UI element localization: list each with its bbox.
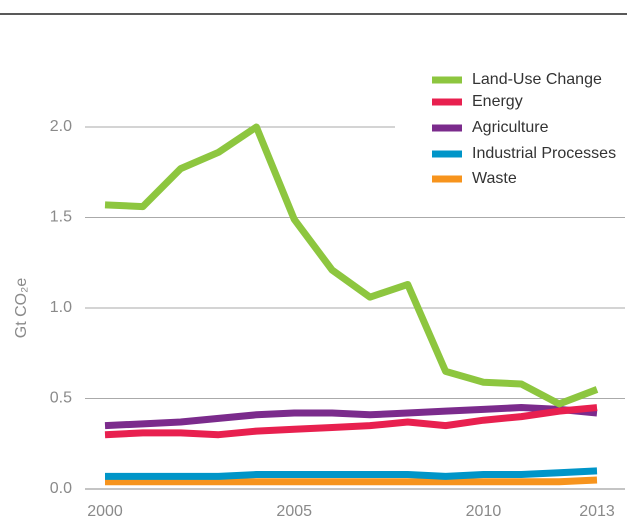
data-line: [105, 467, 598, 480]
y-tick-label: 0.5: [50, 390, 72, 407]
data-line: [104, 404, 598, 430]
x-tick-label: 2000: [87, 503, 123, 520]
y-axis-label: Gt CO₂e: [13, 278, 30, 339]
legend-label: Land-Use Change: [472, 71, 602, 88]
y-tick-label: 0.0: [50, 480, 72, 497]
data-line: [105, 476, 598, 486]
legend-label: Agriculture: [472, 119, 549, 136]
x-tick-label: 2005: [276, 503, 312, 520]
legend-label: Waste: [472, 170, 517, 187]
legend-label: Energy: [472, 93, 523, 110]
y-tick-label: 1.0: [50, 299, 72, 316]
x-tick-label: 2010: [466, 503, 502, 520]
legend-label: Industrial Processes: [472, 145, 616, 162]
data-line: [104, 404, 598, 439]
y-tick-label: 2.0: [50, 118, 72, 135]
data-line: [104, 123, 599, 408]
x-tick-label: 2013: [579, 503, 615, 520]
y-tick-label: 1.5: [50, 209, 72, 226]
